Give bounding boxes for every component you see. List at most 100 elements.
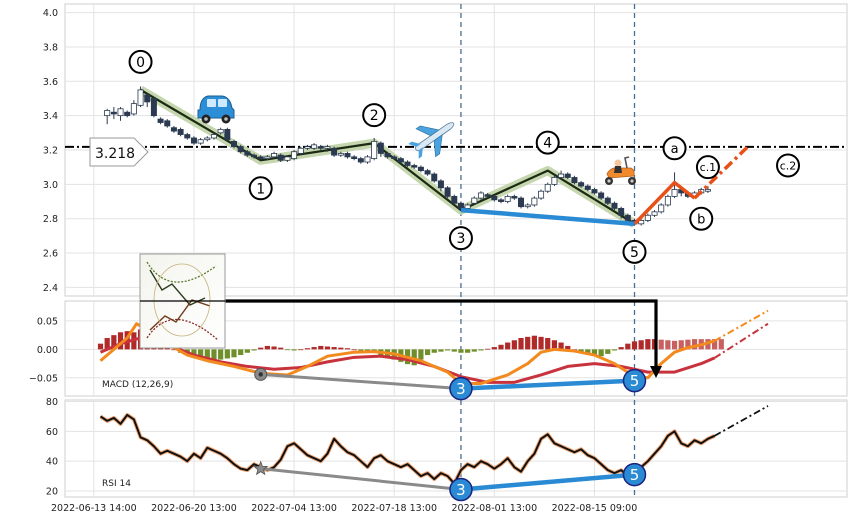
- candle-body: [497, 199, 504, 202]
- macd-histogram-bar: [304, 348, 311, 350]
- y-tick-label: 40: [46, 457, 58, 468]
- rsi-line: [99, 413, 716, 485]
- macd-histogram-bar: [491, 347, 497, 350]
- abc-correction-wave: [633, 145, 750, 226]
- correction-projection-line: [693, 145, 750, 200]
- price-divergence-segment: [460, 207, 635, 227]
- macd-histogram-bar: [645, 339, 651, 350]
- candle-body: [124, 111, 131, 117]
- candle-body: [117, 108, 124, 117]
- candle-body: [404, 161, 411, 166]
- macd-histogram-bar: [331, 347, 337, 350]
- macd-histogram-bar: [505, 342, 511, 350]
- macd-pivot-line: [260, 372, 462, 391]
- candle-body: [477, 192, 484, 199]
- y-tick-label: 3.0: [43, 180, 58, 191]
- candle-body: [704, 189, 711, 192]
- macd-histogram-bar: [218, 349, 224, 360]
- candle-body: [511, 195, 518, 199]
- candle-body: [331, 147, 338, 156]
- macd-divergence-label: 3: [456, 380, 466, 398]
- macd-histogram-bar: [658, 339, 664, 350]
- candle-body: [217, 128, 224, 134]
- y-tick-label: 3.8: [43, 42, 58, 53]
- candle-body: [491, 195, 498, 201]
- candle-body: [204, 137, 211, 141]
- candle-body: [644, 214, 651, 221]
- macd-histogram-bar: [671, 340, 678, 350]
- macd-histogram-bar: [485, 348, 491, 350]
- macd-histogram-bar: [224, 349, 230, 359]
- candle-body: [184, 134, 191, 139]
- y-tick-label: 60: [46, 427, 58, 438]
- macd-histogram-bar: [284, 349, 290, 351]
- rsi-divergence: 35: [252, 460, 647, 502]
- macd-histogram-bar: [171, 349, 177, 351]
- y-tick-label: 4.0: [43, 8, 58, 19]
- rsi-label: RSI 14: [102, 479, 131, 489]
- candle-body: [484, 194, 491, 197]
- y-tick-label: 3.6: [43, 77, 58, 88]
- macd-histogram-bar: [545, 337, 551, 350]
- candle-body: [271, 153, 278, 158]
- candle-body: [197, 139, 204, 144]
- x-tick-label: 2022-06-20 13:00: [151, 503, 237, 514]
- correction-label-circle: [776, 153, 801, 178]
- connector-arrowhead: [650, 366, 662, 378]
- macd-histogram-bar: [418, 349, 424, 360]
- macd-histogram-bar: [665, 340, 671, 350]
- macd-histogram-bar: [451, 349, 457, 352]
- candle-body: [524, 204, 531, 208]
- wave-label: 4: [543, 136, 552, 152]
- candle-body: [344, 153, 351, 158]
- candle-body: [324, 146, 331, 149]
- macd-histogram-bar: [117, 332, 124, 350]
- macd-histogram-bar: [104, 337, 110, 350]
- wave-label: 0: [136, 55, 145, 71]
- candle-body: [457, 202, 464, 209]
- candle-body: [190, 137, 197, 144]
- candle-body: [591, 189, 598, 194]
- macd-histogram-bar: [618, 347, 624, 350]
- x-tick-label: 2022-08-15 09:00: [552, 503, 638, 514]
- macd-histogram-bar: [565, 345, 571, 350]
- candle-body: [237, 146, 244, 153]
- macd-histogram-bar: [625, 343, 631, 350]
- candle-body: [210, 134, 217, 139]
- rsi-divergence-line: [460, 472, 635, 492]
- macd-histogram-bar: [551, 340, 557, 350]
- macd-pivot-marker-dot: [258, 372, 263, 377]
- candle-body: [177, 128, 184, 135]
- macd-histogram-bar: [324, 346, 331, 350]
- macd-histogram-bar: [358, 349, 364, 351]
- rsi-projection-line: [714, 405, 769, 437]
- candle-body: [464, 204, 471, 209]
- wave-label: 1: [256, 181, 265, 197]
- macd-histogram-bar: [231, 349, 237, 358]
- x-tick-label: 2022-08-01 13:00: [452, 503, 538, 514]
- candle-body: [584, 185, 591, 190]
- candle-body: [551, 177, 558, 185]
- candle-body: [264, 156, 271, 159]
- candle-body: [304, 146, 311, 149]
- candle-body: [611, 202, 618, 209]
- candle-body: [230, 141, 237, 147]
- candle-body: [437, 180, 444, 189]
- candle-body: [371, 141, 378, 159]
- macd-histogram-bar: [465, 349, 471, 353]
- macd-histogram-bar: [211, 349, 217, 361]
- y-tick-label: 0.00: [37, 345, 58, 356]
- macd-histogram-bar: [605, 349, 611, 354]
- macd-histogram-bar: [631, 341, 638, 350]
- macd-histogram-bar: [598, 349, 604, 357]
- wave-label-circle: [448, 226, 473, 251]
- macd-histogram-bar: [471, 349, 477, 352]
- x-tick-label: 2022-07-18 13:00: [351, 503, 437, 514]
- macd-histogram-bar: [478, 349, 484, 351]
- x-tick-label: 2022-07-04 13:00: [251, 503, 337, 514]
- macd-histogram-bar: [291, 349, 297, 351]
- y-tick-label: 2.6: [43, 249, 58, 260]
- macd-histogram-bar: [278, 347, 284, 350]
- macd-projection-line: [714, 309, 769, 342]
